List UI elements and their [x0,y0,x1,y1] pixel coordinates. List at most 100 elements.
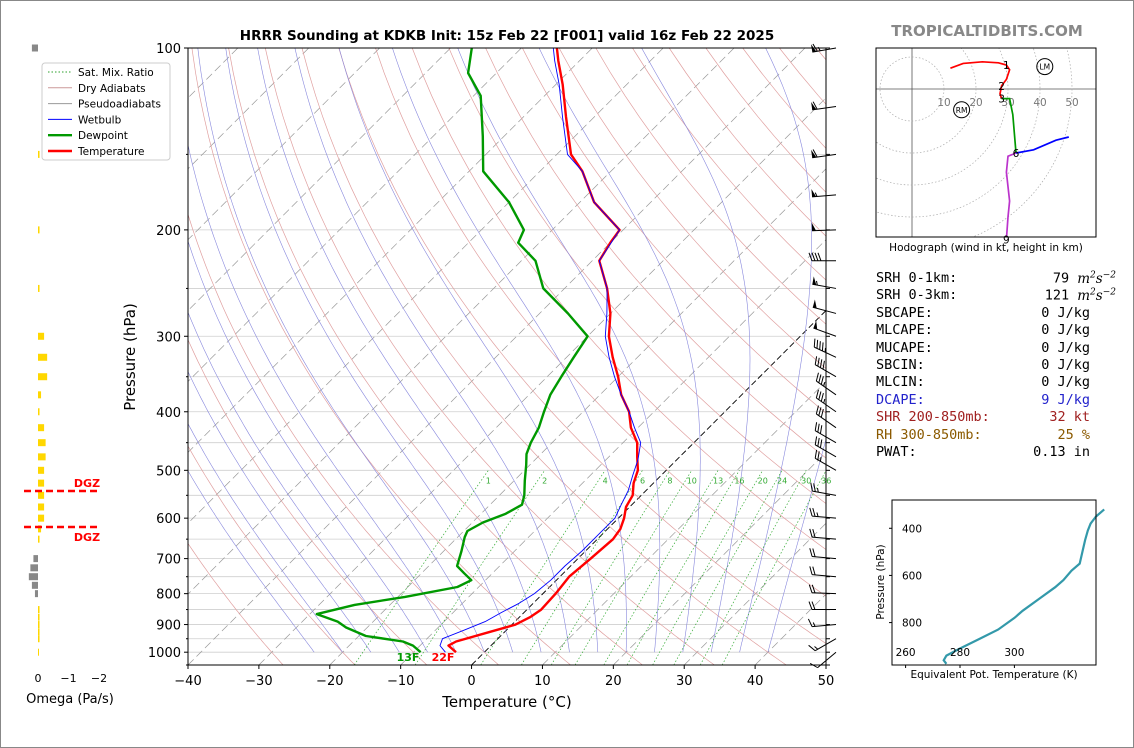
mixing-ratio-line [414,470,545,665]
omega-tick-label: 0 [35,672,42,685]
barb-half-flag [814,646,819,650]
dry-adiabat [228,48,643,665]
barb-half-flag [816,280,818,286]
barb-flag [820,408,824,418]
omega-bar [28,573,38,581]
barb-shaft [817,651,837,669]
mixing-ratio-label: 2 [542,476,547,485]
barb-half-flag [823,381,826,387]
param-row: SRH 0-1km: 79 m2s−2 [876,270,1126,287]
pseudoadiabat [739,48,812,653]
hodo-ring [879,56,945,122]
pseudoadiabat [457,48,661,653]
x-tick-label: 30 [676,674,693,689]
param-value: 0 J/kg [1041,304,1090,321]
isotherm [683,522,826,665]
dry-adiabat [188,338,428,665]
barb-pennant [811,101,817,110]
param-value: 121 m2s−2 [1044,287,1116,304]
barb-flag [810,482,813,492]
mixing-ratio-label: 4 [603,476,608,485]
barb-flag [818,391,822,400]
param-unit: m2s−2 [1077,270,1116,287]
barb-flag [815,389,819,399]
omega-bar [31,44,38,52]
omega-bar [38,648,39,656]
barb-shaft [816,413,837,429]
y-tick-label: 600 [156,512,181,527]
barb-half-flag [816,512,819,517]
barb-pennant [812,299,817,309]
omega-bar [38,606,40,614]
omega-bar [38,621,40,629]
omega-bar [38,453,46,461]
legend-box [41,62,171,161]
dry-adiabat [485,48,826,459]
x-tick-label: −20 [316,674,343,689]
param-value: 0 J/kg [1041,339,1090,356]
hodo-segment [1015,136,1070,154]
wind-barb [814,356,837,378]
hodo-lm-label: LM [1039,63,1050,72]
barb-shaft [812,153,837,159]
param-row: SBCIN: 0 J/kg [876,357,1126,374]
barb-half-flag [814,192,818,197]
pseudoadiabat [767,438,826,653]
isotherm [188,48,735,595]
barb-flag [811,601,816,610]
omega-bar [31,581,38,589]
wind-barb [811,149,837,159]
theta-e-x-tick-label: 260 [896,647,916,659]
wind-barb [810,482,837,496]
isotherm [542,380,826,665]
hodo-height-label: 3 [998,94,1005,106]
barb-flag [819,341,821,350]
wind-barb [809,548,837,560]
dry-adiabat [191,48,571,665]
barb-shaft [814,430,837,444]
barb-flag [812,101,818,110]
barb-flag [812,149,818,158]
hodo-ring [876,48,977,154]
hodo-ring [876,48,1009,186]
barb-shaft [816,397,837,413]
pseudoadiabat [188,311,400,653]
wind-barb [808,638,837,652]
skew-t-frame [187,47,827,666]
omega-bar [30,564,38,572]
isotherm [188,48,310,170]
theta-e-y-label: Pressure (hPa) [875,544,887,619]
isotherm [613,451,826,665]
legend-label: Dry Adiabats [78,83,146,95]
chart-title: HRRR Sounding at KDKB Init: 15z Feb 22 [… [240,28,774,44]
omega-bar [38,503,45,511]
barb-half-flag [812,622,816,627]
y-tick-label: 500 [156,464,181,479]
omega-bar [38,424,45,432]
pseudoadiabat [338,48,599,653]
param-label: PWAT: [876,443,917,460]
hodo-segment [1005,152,1017,237]
pseudoadiabat [188,370,372,653]
surface-temperature-label: 22F [432,651,455,664]
param-row: SBCAPE: 0 J/kg [876,305,1126,322]
barb-shaft [811,229,837,232]
barb-flag [809,662,818,669]
wind-barb [814,449,837,471]
barb-flag [819,425,823,434]
barb-shaft [812,283,837,289]
omega-bar [38,491,45,499]
theta-e-y-tick-label: 800 [902,618,922,630]
barb-flag [813,338,816,348]
isotherm [188,48,522,382]
y-tick-label: 400 [156,406,181,421]
x-tick-label: 20 [605,674,622,689]
barb-flag [821,342,824,351]
pseudoadiabat [188,143,457,653]
barb-flag [807,618,813,627]
barb-flag [809,548,813,557]
hodo-lm-marker [1036,58,1054,76]
dry-adiabat [338,48,826,645]
mixing-ratio-label: 30 [801,476,811,485]
